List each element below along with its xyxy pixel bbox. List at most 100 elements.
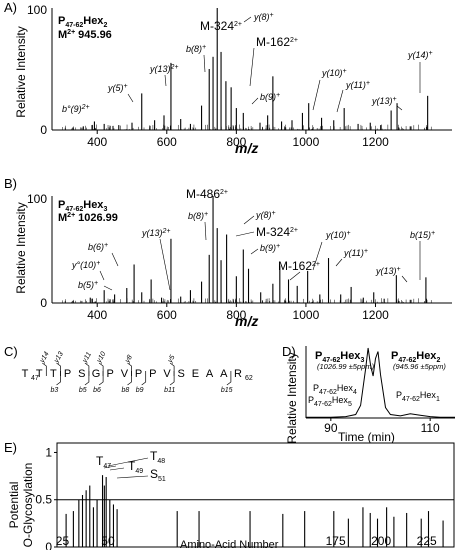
annotation-b15: b(15)+ xyxy=(410,230,435,240)
residue: P xyxy=(149,368,156,380)
y-ion-bracket xyxy=(84,362,90,376)
residue: G xyxy=(92,368,101,380)
annotation-b9: b(9)+ xyxy=(260,243,280,253)
residue: S xyxy=(78,368,85,380)
chromatogram-trace xyxy=(306,347,455,418)
residue: S xyxy=(178,368,185,380)
x-tick-label: 175 xyxy=(326,534,346,548)
x-tick-label: 200 xyxy=(371,534,391,548)
panel-e-bars xyxy=(65,475,444,547)
peak-mz-hex2: (945.96 ±5ppm) xyxy=(393,362,446,371)
panel-a-xticks: 400 600 800 1000 1200 xyxy=(87,130,389,149)
annotation-m162: M-1622+ xyxy=(256,35,298,49)
x-tick-label: 1200 xyxy=(362,135,389,149)
panel-a-ylabel: Relative Intensity xyxy=(14,26,28,117)
panel-e: E) Potential O-Glycosylation 00.51 25 50 1… xyxy=(4,440,455,550)
panel-b: B) Relative Intensity 100 0 400 600 800 100… xyxy=(4,176,452,329)
annotation-b5: b(5)+ xyxy=(78,280,98,290)
annotation-b9: b(9)+ xyxy=(260,92,280,102)
residue: P xyxy=(64,368,71,380)
x-tick-label: 800 xyxy=(226,135,246,149)
panel-d-label: D) xyxy=(282,344,296,359)
site-label-t47: T47 xyxy=(96,454,111,470)
peak-label-hex1: P47-62Hex1 xyxy=(396,390,440,403)
peak-label-hex2: P47-62Hex2 xyxy=(391,350,440,364)
panel-e-ylabel-2: O-Glycosylation xyxy=(21,463,35,548)
x-tick-label: 800 xyxy=(226,308,246,322)
b-ion-label: b9 xyxy=(136,387,144,394)
annotation-m324: M-3242+ xyxy=(200,19,242,33)
annotation-y13: y(13)+ xyxy=(375,266,401,276)
y-ion-label: y8 xyxy=(124,354,134,365)
panel-e-yticks: 00.51 xyxy=(35,445,57,550)
sequence-start-number: 47 xyxy=(31,375,39,382)
y-tick-label: 0 xyxy=(45,540,52,550)
site-label-t49: T49 xyxy=(128,459,143,475)
annotation-y13-2plus: y(13)2+ xyxy=(149,64,179,74)
panel-a-xlabel: m/z xyxy=(235,140,258,156)
panel-e-xticks: 25 50 175 200 225 xyxy=(56,534,437,548)
x-tick-label: 225 xyxy=(417,534,437,548)
panel-b-annotations: y°(10)+ b(5)+ b(6)+ y(13)2+ b(8)+ M-4862… xyxy=(71,187,435,291)
y-tick-label: 1 xyxy=(45,445,52,459)
annotation-y11: y(11)+ xyxy=(343,248,368,258)
peak-label-hex3: P47-62Hex3 xyxy=(315,350,364,364)
svg-text:Relative Intensity: Relative Intensity xyxy=(285,352,299,443)
y-ion-label: y5 xyxy=(166,354,176,365)
b-ion-label: b8 xyxy=(122,387,130,394)
x-tick-label: 1200 xyxy=(362,308,389,322)
panel-c-label: C) xyxy=(4,344,18,359)
panel-e-xlabel: Amino-Acid Number xyxy=(180,539,279,550)
panel-a-title: P47-62Hex2 xyxy=(58,15,107,29)
panel-d-xlabel: Time (min) xyxy=(338,430,395,444)
x-tick-label: 400 xyxy=(87,308,107,322)
svg-text:Relative Intensity: Relative Intensity xyxy=(14,202,28,293)
y-ion-label: y14 xyxy=(38,351,50,365)
y-ion-label: y10 xyxy=(95,351,107,365)
y-ion-bracket xyxy=(56,362,61,376)
residue: A xyxy=(206,368,214,380)
b-ion-bracket xyxy=(98,371,104,386)
sequence-end-number: 62 xyxy=(245,375,253,382)
svg-text:Potential: Potential xyxy=(7,482,21,529)
y-ion-bracket xyxy=(42,362,47,376)
residue: R xyxy=(234,368,242,380)
y-tick-label: 0.5 xyxy=(35,493,52,507)
b-ion-label: b15 xyxy=(221,387,233,394)
annotation-m324: M-3242+ xyxy=(256,225,298,239)
x-tick-label: 50 xyxy=(101,534,115,548)
x-tick-label: 600 xyxy=(157,135,177,149)
panel-b-xlabel: m/z xyxy=(235,313,258,329)
annotation-y0-10: y°(10)+ xyxy=(71,260,100,270)
annotation-y10: y(10)+ xyxy=(325,230,351,240)
b-ion-bracket xyxy=(127,371,132,386)
residue: E xyxy=(192,368,199,380)
b-ion-bracket xyxy=(226,371,232,386)
y-ion-label: y11 xyxy=(81,351,93,365)
panel-d-xticks: 90 110 xyxy=(324,418,440,435)
panel-b-ytick-0: 0 xyxy=(40,296,47,310)
panel-b-spectrum xyxy=(62,196,432,303)
annotation-y11: y(11)+ xyxy=(345,80,370,90)
residue: A xyxy=(220,368,228,380)
residue: T xyxy=(22,368,29,380)
x-tick-label: 90 xyxy=(324,421,338,435)
x-tick-label: 600 xyxy=(157,308,177,322)
annotation-m162: M-1622+ xyxy=(278,259,320,273)
annotation-b0-9: b°(9)2+ xyxy=(62,104,90,114)
svg-text:Relative Intensity: Relative Intensity xyxy=(14,26,28,117)
panel-a-spectrum xyxy=(62,8,432,130)
annotation-y10: y(10)+ xyxy=(321,68,347,78)
y-ion-bracket xyxy=(169,362,175,376)
panel-e-plot-frame xyxy=(56,442,455,548)
panel-a-label: A) xyxy=(4,0,17,15)
panel-a: A) Relative Intensity 100 0 400 600 800 100… xyxy=(4,0,452,156)
panel-b-xticks: 400 600 800 1000 1200 xyxy=(87,303,389,322)
panel-a-ytick-100: 100 xyxy=(27,3,47,17)
residue: T xyxy=(36,368,43,380)
peak-mz-hex3: (1026.99 ±5ppm) xyxy=(317,362,375,371)
b-ion-label: b6 xyxy=(93,387,101,394)
